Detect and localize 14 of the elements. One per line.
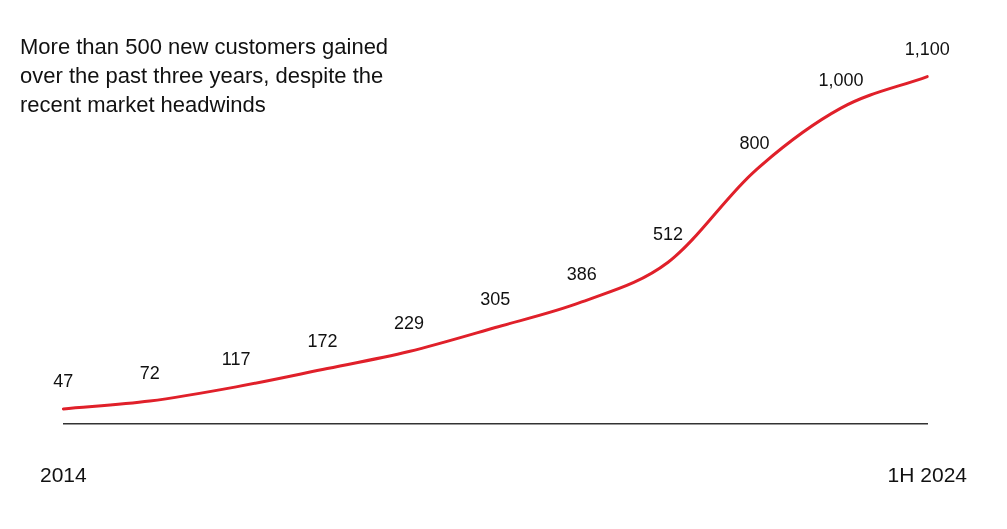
data-label: 72 (139, 363, 160, 384)
data-label: 229 (393, 313, 424, 334)
data-label: 1,100 (904, 38, 950, 59)
data-label: 172 (307, 331, 338, 352)
annotation: More than 500 new customers gained over the past three years, despite the recent market headwinds (20, 33, 390, 119)
data-label: 47 (53, 370, 74, 391)
data-label: 800 (739, 133, 770, 154)
data-label: 117 (221, 348, 251, 369)
data-label: 305 (480, 289, 511, 310)
data-label: 1,000 (818, 70, 864, 91)
x-tick-label: 1H 2024 (887, 463, 968, 487)
x-tick-label: 2014 (40, 463, 88, 487)
data-label: 512 (653, 224, 684, 245)
data-label: 386 (566, 263, 597, 284)
